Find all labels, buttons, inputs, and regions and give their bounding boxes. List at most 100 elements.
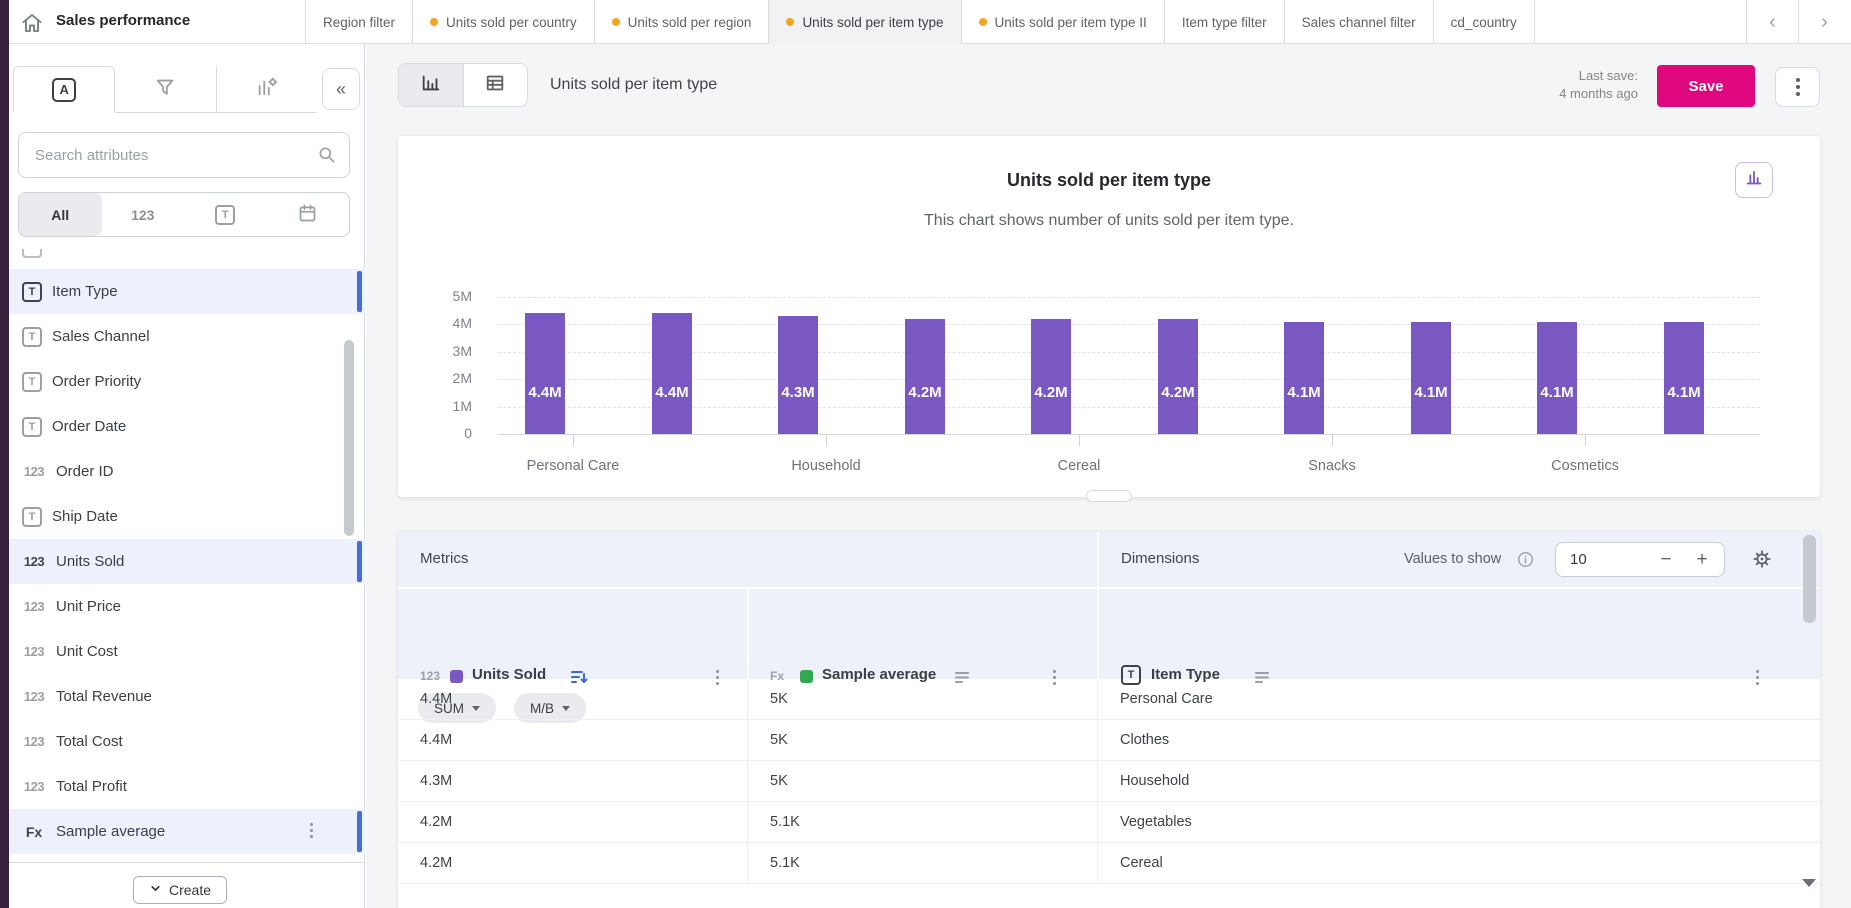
gear-icon[interactable] xyxy=(1751,548,1773,570)
unsaved-dot-icon xyxy=(611,18,620,26)
chart-type-button[interactable] xyxy=(1735,162,1773,198)
sort-icon[interactable] xyxy=(570,668,588,686)
values-to-show-input[interactable]: 10 − + xyxy=(1555,542,1725,577)
catalog-item-label: Order Priority xyxy=(52,373,142,390)
tabs-prev-icon[interactable]: ‹ xyxy=(1746,0,1798,44)
catalog-item-unit-cost[interactable]: 123 Unit Cost xyxy=(9,629,365,674)
y-axis-label: 5M xyxy=(452,288,472,304)
tab-item-type-filter[interactable]: Item type filter xyxy=(1165,0,1285,44)
tab-attributes[interactable]: A xyxy=(13,66,116,113)
tab-label: Sales channel filter xyxy=(1301,14,1416,30)
info-icon[interactable] xyxy=(1517,551,1534,568)
bar-5[interactable] xyxy=(1158,319,1198,434)
chart-resize-handle[interactable] xyxy=(1086,490,1132,502)
catalog-item-sales-channel[interactable]: T Sales Channel xyxy=(9,314,365,359)
tab-cd-country[interactable]: cd_country xyxy=(1434,0,1535,44)
item-menu-icon[interactable] xyxy=(310,823,313,838)
numeric-attribute-icon: 123 xyxy=(23,464,45,479)
tab-label: Units sold per item type II xyxy=(994,14,1147,30)
catalog-item-unit-price[interactable]: 123 Unit Price xyxy=(9,584,365,629)
catalog-item-item-type[interactable]: T Item Type xyxy=(9,269,365,314)
aggregation-dropdown[interactable]: SUM xyxy=(418,693,496,723)
text-attribute-icon: T xyxy=(22,416,42,437)
save-button[interactable]: Save xyxy=(1657,65,1755,107)
selected-indicator xyxy=(357,541,362,582)
scroll-down-arrow-icon[interactable] xyxy=(1802,879,1816,887)
search-input[interactable] xyxy=(18,132,350,178)
align-icon[interactable] xyxy=(1254,668,1272,686)
tab-chart-settings[interactable] xyxy=(217,66,317,112)
x-axis-line xyxy=(498,434,1760,435)
catalog-item-total-revenue[interactable]: 123 Total Revenue xyxy=(9,674,365,719)
tab-region-filter[interactable]: Region filter xyxy=(305,0,414,44)
filter-dates[interactable] xyxy=(267,193,350,236)
catalog-item-total-profit[interactable]: 123 Total Profit xyxy=(9,764,365,809)
table-view-button[interactable] xyxy=(462,64,528,106)
table-scrollbar-thumb[interactable] xyxy=(1803,535,1816,623)
format-dropdown[interactable]: M/B xyxy=(514,693,586,723)
tab-units-sold-per-item-type[interactable]: Units sold per item type xyxy=(769,0,962,44)
bar-value-label: 4.2M xyxy=(1161,384,1195,401)
filter-measures[interactable]: 123 xyxy=(131,206,155,223)
dimensions-band: Dimensions Values to show 10 − + xyxy=(1099,532,1820,587)
tab-units-sold-per-item-type-ii[interactable]: Units sold per item type II xyxy=(962,0,1165,44)
tab-label: cd_country xyxy=(1450,14,1517,30)
bar-7[interactable] xyxy=(1411,322,1451,434)
align-icon[interactable] xyxy=(954,668,972,686)
metric-column-header[interactable]: 123 Units Sold SUM M/B xyxy=(398,589,747,723)
catalog-item-order-priority[interactable]: T Order Priority xyxy=(9,359,365,404)
table-cell: 4.3M xyxy=(398,761,748,801)
catalog-item-units-sold[interactable]: 123 Units Sold xyxy=(9,539,365,584)
unsaved-dot-icon xyxy=(978,18,987,26)
chart-settings-icon xyxy=(256,76,278,103)
insight-menu-button[interactable] xyxy=(1775,67,1820,107)
catalog-item-label: Order Date xyxy=(52,418,127,435)
tab-filters[interactable] xyxy=(115,66,217,112)
tab-sales-channel-filter[interactable]: Sales channel filter xyxy=(1285,0,1434,44)
bar-8[interactable] xyxy=(1537,322,1577,434)
catalog-item-total-cost[interactable]: 123 Total Cost xyxy=(9,719,365,764)
create-button[interactable]: Create xyxy=(133,876,227,904)
bar-9[interactable] xyxy=(1664,322,1704,434)
metric-column-header-2[interactable]: Fx Sample average xyxy=(749,589,1097,685)
collapse-sidebar-button[interactable]: « xyxy=(322,68,360,110)
catalog-item-sample-average[interactable]: Fx Sample average xyxy=(9,809,365,854)
column-chart-icon xyxy=(1743,167,1765,194)
table-cell: 5.1K xyxy=(748,802,1098,842)
bar-1[interactable] xyxy=(652,313,692,434)
insight-title: Units sold per item type xyxy=(550,76,718,93)
sample-average-menu-icon[interactable] xyxy=(1053,670,1056,685)
tab-label: Item type filter xyxy=(1181,14,1267,30)
sidebar-scrollbar-thumb[interactable] xyxy=(344,340,354,536)
filter-attributes[interactable]: T xyxy=(184,193,267,236)
units-sold-menu-icon[interactable] xyxy=(716,670,719,685)
gridline xyxy=(498,324,1760,325)
tab-units-sold-per-region[interactable]: Units sold per region xyxy=(595,0,770,44)
home-icon[interactable] xyxy=(20,11,44,35)
bar-4[interactable] xyxy=(1031,319,1071,434)
catalog-item-ship-date[interactable]: T Ship Date xyxy=(9,494,365,539)
bar-0[interactable] xyxy=(525,313,565,434)
item-type-menu-icon[interactable] xyxy=(1756,670,1759,685)
bar-3[interactable] xyxy=(905,319,945,434)
chart-view-button[interactable] xyxy=(399,64,463,106)
bar-6[interactable] xyxy=(1284,322,1324,434)
increase-values-button[interactable]: + xyxy=(1696,548,1708,570)
table-row: 4.2M 5.1K Vegetables xyxy=(398,802,1820,843)
caret-down-icon xyxy=(472,705,480,711)
x-axis-label: Snacks xyxy=(1308,458,1356,474)
y-axis-label: 1M xyxy=(452,398,472,414)
decrease-values-button[interactable]: − xyxy=(1660,548,1672,570)
bar-value-label: 4.1M xyxy=(1540,384,1574,401)
catalog-item-order-id[interactable]: 123 Order ID xyxy=(9,449,365,494)
bar-value-label: 4.1M xyxy=(1287,384,1321,401)
catalog-item-label: Units Sold xyxy=(56,553,125,570)
bar-2[interactable] xyxy=(778,316,818,434)
catalog-item-label: Total Revenue xyxy=(56,688,152,705)
tab-units-sold-per-country[interactable]: Units sold per country xyxy=(413,0,595,44)
catalog-item-order-date[interactable]: T Order Date xyxy=(9,404,365,449)
tabs-next-icon[interactable]: › xyxy=(1798,0,1850,44)
filter-all[interactable]: All xyxy=(19,193,102,236)
numeric-attribute-icon: 123 xyxy=(23,734,45,749)
dimension-column-header[interactable]: T Item Type xyxy=(1099,589,1820,685)
